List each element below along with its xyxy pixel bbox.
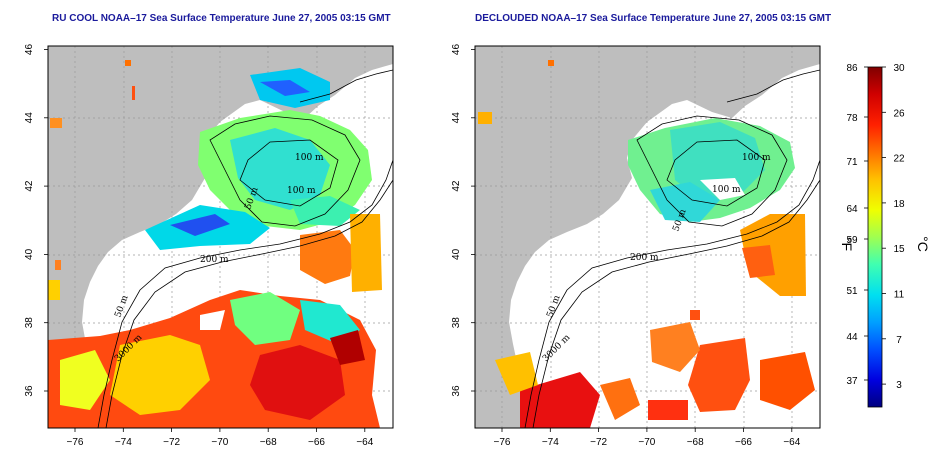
colorbar-c-tick-label: 18 <box>893 199 905 210</box>
nova-scotia-land <box>300 46 393 72</box>
colorbar-fahrenheit-ticks: 86 78 71 64 59 51 44 37 <box>846 63 868 387</box>
y-tick-label: 46 <box>451 44 462 56</box>
panel-2-frame <box>474 45 821 429</box>
y-tick-label: 36 <box>24 385 35 397</box>
y-tick-label: 42 <box>451 180 462 192</box>
y-tick-label: 36 <box>451 385 462 397</box>
contour-label-200m: 200 m <box>630 253 659 263</box>
land-mass <box>475 46 820 428</box>
colorbar-celsius-ticks: 30 26 22 18 15 11 7 3 <box>882 63 905 391</box>
contour-label-100m-b: 100 m <box>287 186 316 196</box>
x-tick-label: −66 <box>308 437 325 448</box>
x-tick-label: −70 <box>211 437 228 448</box>
y-tick-label: 40 <box>451 248 462 260</box>
colorbar-fahrenheit-unit: °F <box>839 237 855 251</box>
colorbar-f-tick-label: 59 <box>846 235 858 246</box>
x-tick-label: −66 <box>735 437 752 448</box>
y-tick-label: 38 <box>24 317 35 329</box>
x-tick-label: −68 <box>687 437 704 448</box>
colorbar-f-tick-label: 44 <box>846 332 858 343</box>
x-tick-label: −68 <box>260 437 277 448</box>
colorbar <box>867 66 883 408</box>
panel-1-map: 100 m 100 m 50 m 200 m 50 m 3000 m <box>48 46 393 428</box>
contour-label-100m-a: 100 m <box>742 153 771 163</box>
colorbar-f-tick-label: 71 <box>846 157 858 168</box>
x-tick-label: −76 <box>494 437 511 448</box>
contour-label-200m: 200 m <box>200 255 229 265</box>
panel-1-y-axis: 36 38 40 42 44 46 <box>24 44 48 397</box>
y-tick-label: 44 <box>451 112 462 124</box>
colorbar-c-tick-label: 26 <box>893 108 905 119</box>
x-tick-label: −74 <box>542 437 559 448</box>
panel-1-x-axis: −76 −74 −72 −70 −68 −66 −64 <box>67 428 374 448</box>
x-tick-label: −64 <box>356 437 373 448</box>
colorbar-c-tick-label: 15 <box>893 244 905 255</box>
x-tick-label: −64 <box>783 437 800 448</box>
panel-2-map: 100 m 100 m 50 m 200 m 50 m 3000 m <box>475 46 820 428</box>
contour-label-100m-a: 100 m <box>295 153 324 163</box>
x-tick-label: −74 <box>115 437 132 448</box>
panel-2-title: DECLOUDED NOAA–17 Sea Surface Temperatur… <box>475 13 831 24</box>
colorbar-c-tick-label: 7 <box>896 335 902 346</box>
colorbar-celsius-unit: °C <box>915 236 931 252</box>
x-tick-label: −76 <box>67 437 84 448</box>
colorbar-c-tick-label: 30 <box>893 63 905 74</box>
colorbar-c-tick-label: 3 <box>896 380 902 391</box>
colorbar-f-tick-label: 37 <box>846 376 858 387</box>
bathymetry-contours <box>97 69 393 428</box>
colorbar-c-tick-label: 11 <box>894 290 905 301</box>
colorbar-f-tick-label: 86 <box>846 63 858 74</box>
panel-1-title: RU COOL NOAA–17 Sea Surface Temperature … <box>52 13 391 24</box>
colorbar-f-tick-label: 64 <box>846 204 858 215</box>
y-tick-label: 44 <box>24 112 35 124</box>
y-tick-label: 40 <box>24 248 35 260</box>
panel-2-x-axis: −76 −74 −72 −70 −68 −66 −64 <box>494 428 801 448</box>
colorbar-c-tick-label: 22 <box>893 154 905 165</box>
panel-1-frame <box>47 45 394 429</box>
y-tick-label: 42 <box>24 180 35 192</box>
bathymetry-contours <box>524 69 820 428</box>
x-tick-label: −72 <box>590 437 607 448</box>
y-tick-label: 38 <box>451 317 462 329</box>
y-tick-label: 46 <box>24 44 35 56</box>
colorbar-f-tick-label: 51 <box>846 286 858 297</box>
x-tick-label: −70 <box>638 437 655 448</box>
colorbar-f-tick-label: 78 <box>846 113 858 124</box>
land-mass <box>48 46 393 428</box>
contour-label-100m-b: 100 m <box>712 185 741 195</box>
x-tick-label: −72 <box>163 437 180 448</box>
panel-2-y-axis: 36 38 40 42 44 46 <box>451 44 475 397</box>
